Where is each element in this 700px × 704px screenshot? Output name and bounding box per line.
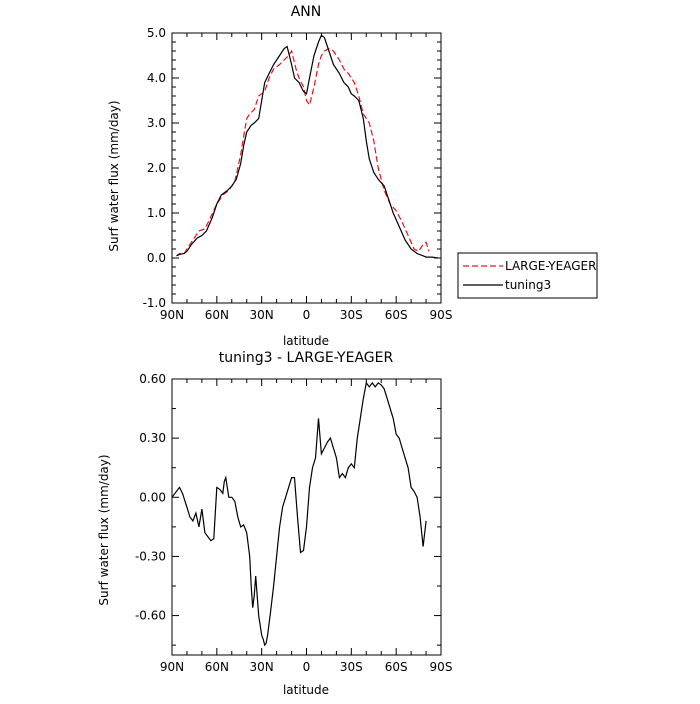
- x-tick-label: 60S: [385, 660, 408, 674]
- x-tick-label: 60N: [205, 660, 229, 674]
- series-line-1: [176, 48, 430, 257]
- chart-top: ANN Surf water flux (mm/day) latitude 90…: [107, 4, 598, 348]
- x-axis-label: latitude: [283, 683, 329, 697]
- legend-label-2: tuning3: [505, 278, 551, 292]
- plot-frame: [171, 378, 442, 656]
- legend-label-1: LARGE-YEAGER: [505, 259, 596, 273]
- plot-area: 90N 60N 30N 0 30S 60S 90S -0.60 -0.30 0.00 0.30 0.6…: [135, 372, 453, 674]
- y-tick-label: 0.60: [139, 372, 166, 386]
- series-line-2: [176, 34, 439, 259]
- plot-frame: [171, 32, 442, 304]
- y-axis-label: Surf water flux (mm/day): [97, 454, 111, 605]
- y-tick-label: 1.0: [147, 206, 166, 220]
- x-tick-label: 90S: [430, 660, 453, 674]
- y-tick-label: 0.00: [139, 490, 166, 504]
- y-tick-label: 4.0: [147, 71, 166, 85]
- x-tick-label: 90S: [430, 308, 453, 322]
- y-tick-label: 2.0: [147, 161, 166, 175]
- x-tick-label: 60S: [385, 308, 408, 322]
- x-tick-label: 30S: [340, 308, 363, 322]
- x-tick-label: 30N: [250, 660, 274, 674]
- x-tick-label: 0: [303, 308, 311, 322]
- legend: LARGE-YEAGER tuning3: [457, 252, 598, 299]
- x-tick-label: 30N: [250, 308, 274, 322]
- y-tick-label: 0.30: [139, 431, 166, 445]
- x-tick-label: 30S: [340, 660, 363, 674]
- chart-bottom: tuning3 - LARGE-YEAGER Surf water flux (…: [97, 350, 452, 697]
- series-line-1: [171, 381, 427, 647]
- chart-title: tuning3 - LARGE-YEAGER: [219, 350, 394, 366]
- y-tick-label: 3.0: [147, 116, 166, 130]
- legend-box: [457, 252, 598, 299]
- y-tick-label: -0.60: [135, 609, 166, 623]
- y-tick-label: -0.30: [135, 549, 166, 563]
- plot-area: 90N 60N 30N 0 30S 60S 90S -1.0 0.0 1.0 2.0 3.0 4.0 5.…: [143, 26, 453, 322]
- chart-title: ANN: [291, 4, 322, 20]
- x-axis-label: latitude: [283, 334, 329, 348]
- y-tick-label: 0.0: [147, 251, 166, 265]
- y-tick-label: -1.0: [143, 296, 166, 310]
- x-tick-label: 90N: [160, 660, 184, 674]
- y-axis-label: Surf water flux (mm/day): [107, 100, 121, 251]
- y-tick-label: 5.0: [147, 26, 166, 40]
- x-tick-label: 90N: [160, 308, 184, 322]
- x-tick-label: 0: [303, 660, 311, 674]
- x-tick-label: 60N: [205, 308, 229, 322]
